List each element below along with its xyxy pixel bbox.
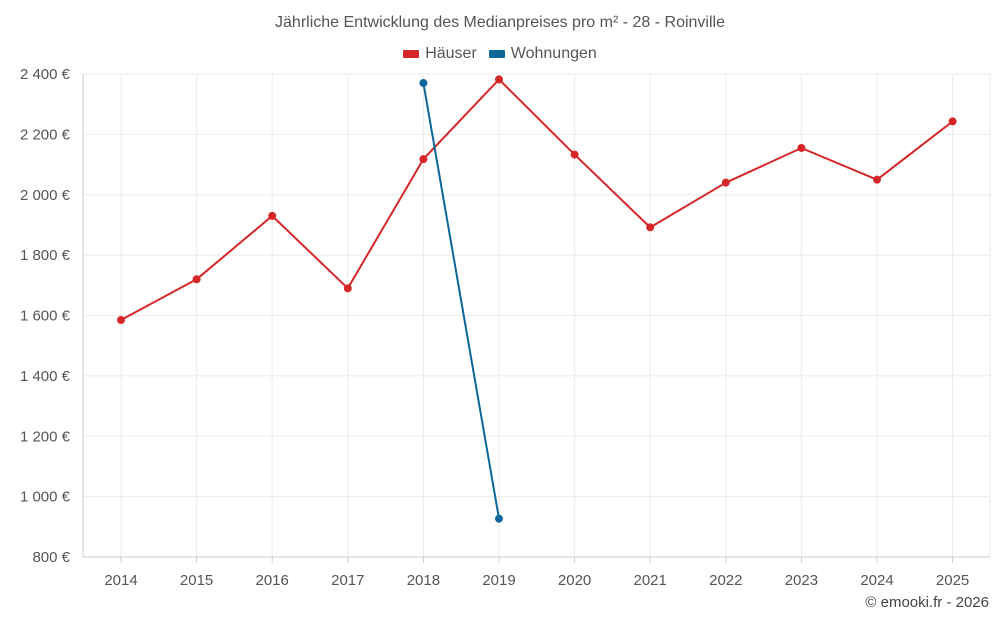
credit-text: © emooki.fr - 2026: [865, 594, 989, 611]
data-point-haeuser: [192, 275, 201, 284]
x-tick-label: 2018: [407, 572, 440, 589]
legend-label-wohnungen: Wohnungen: [510, 45, 597, 62]
x-tick-label: 2019: [482, 572, 515, 589]
y-tick-label: 1 800 €: [20, 247, 71, 264]
data-point-haeuser: [495, 75, 503, 84]
y-tick-label: 2 000 €: [20, 187, 71, 204]
data-point-haeuser: [721, 178, 730, 187]
legend-label-haeuser: Häuser: [425, 45, 477, 62]
data-point-haeuser: [646, 223, 655, 232]
data-point-wohnungen: [419, 79, 428, 88]
y-tick-label: 2 400 €: [20, 66, 71, 83]
x-axis-ticks: 2014 2015 2016 2017 2018 2019 2020 2021 2022 2023…: [104, 572, 969, 589]
x-tick-label: 2020: [558, 572, 591, 589]
x-tick-label: 2021: [634, 572, 667, 589]
legend-swatch-wohnungen: [488, 50, 505, 58]
y-tick-label: 2 200 €: [20, 126, 71, 143]
x-tick-label: 2014: [104, 572, 137, 589]
chart-legend: Häuser Wohnungen: [0, 45, 1000, 63]
data-point-wohnungen: [495, 514, 503, 523]
y-tick-label: 800 €: [32, 549, 70, 566]
data-point-haeuser: [343, 284, 352, 293]
y-tick-label: 1 600 €: [20, 308, 71, 325]
x-tick-label: 2016: [256, 572, 289, 589]
grid-lines: [83, 73, 991, 557]
series-line-wohnungen: [422, 82, 500, 519]
series-line-haeuser: [120, 78, 954, 321]
data-point-haeuser: [570, 150, 579, 159]
data-point-haeuser: [948, 117, 957, 126]
y-axis-ticks: 800 € 1 000 € 1 200 € 1 400 € 1 600 € 1 800 €…: [20, 66, 71, 566]
x-tick-label: 2017: [331, 572, 364, 589]
y-tick-label: 1 000 €: [20, 489, 71, 506]
data-point-haeuser: [419, 155, 428, 164]
x-tick-label: 2024: [860, 572, 893, 589]
x-tick-label: 2015: [180, 572, 213, 589]
x-tick-label: 2023: [785, 572, 818, 589]
series-group: [117, 75, 957, 523]
data-point-haeuser: [117, 316, 125, 325]
legend-swatch-haeuser: [403, 50, 420, 58]
chart-title: Jährliche Entwicklung des Medianpreises …: [275, 14, 725, 31]
y-tick-label: 1 200 €: [20, 428, 71, 445]
legend-item-haeuser[interactable]: Häuser: [403, 45, 477, 63]
x-tick-label: 2025: [936, 572, 969, 589]
data-point-haeuser: [873, 175, 881, 184]
y-tick-label: 1 400 €: [20, 368, 71, 385]
x-tick-label: 2022: [709, 572, 742, 589]
legend-item-wohnungen[interactable]: Wohnungen: [488, 45, 597, 63]
data-point-haeuser: [797, 143, 806, 152]
data-point-haeuser: [268, 211, 277, 220]
axes: [82, 74, 990, 563]
